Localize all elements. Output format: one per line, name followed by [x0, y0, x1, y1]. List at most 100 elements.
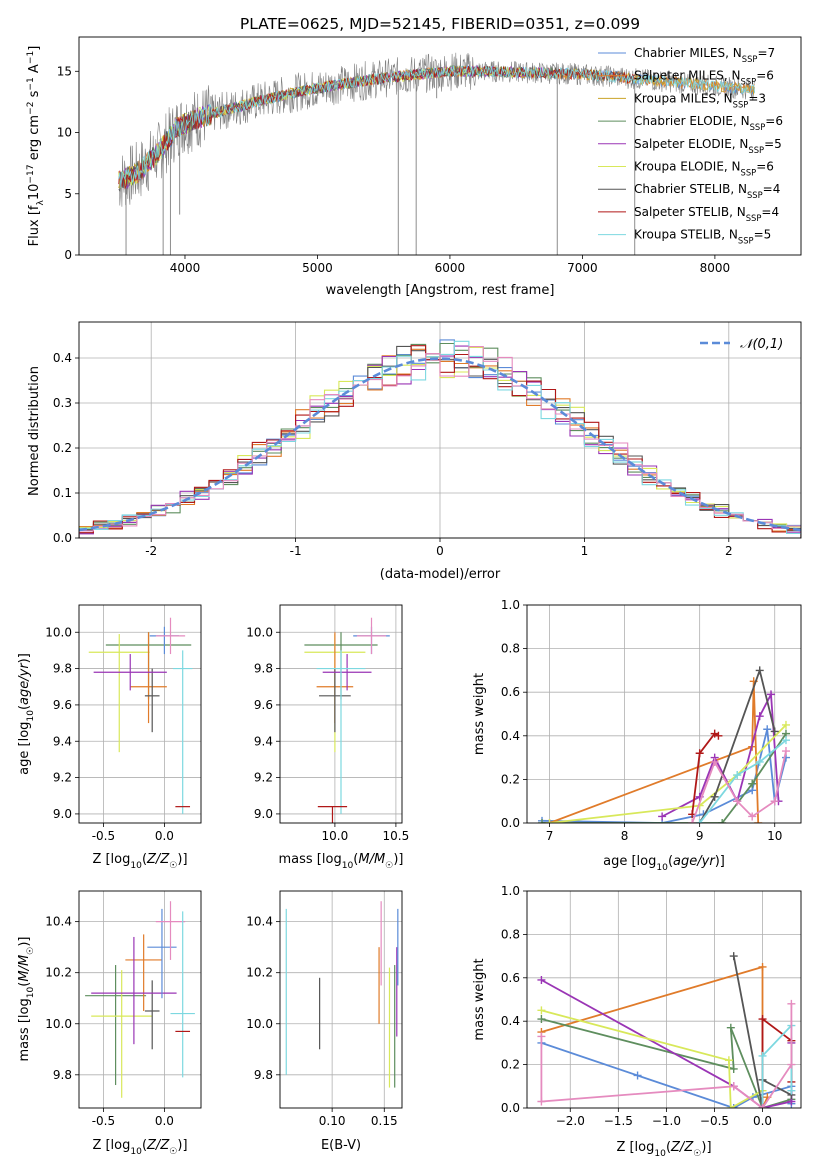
weight-marker	[658, 812, 667, 821]
plot-area	[304, 617, 390, 823]
x-tick-label: 0.0	[155, 1114, 174, 1128]
y-tick-label: 0	[64, 248, 72, 262]
weight-marker	[538, 819, 547, 823]
legend-label-normal: 𝒩(0,1)	[740, 337, 783, 352]
y-tick-label: 0.6	[501, 971, 520, 985]
weight-marker	[537, 1015, 546, 1024]
y-tick-label: 0.0	[501, 1101, 520, 1115]
axes-frame	[78, 890, 202, 1109]
x-tick-label: -2	[145, 544, 157, 558]
x-tick-label: 0.0	[753, 1114, 772, 1128]
weight-marker	[537, 1032, 546, 1041]
weight-marker	[537, 975, 546, 984]
x-tick-label: -0.5	[92, 1114, 115, 1128]
y-tick-label: 10.4	[45, 915, 72, 929]
x-axis-label: Z [log10(Z/Z☉)]	[616, 1140, 711, 1159]
weight-marker	[787, 1060, 796, 1069]
age-vs-metallicity-panel: -0.5 0.0 9.0 9.2 9.4 9.6 9.8 10.0 Z [log10(Z/Z☉)…	[17, 604, 202, 871]
x-tick-label: 4000	[170, 261, 201, 275]
axes-frame	[78, 604, 202, 824]
weight-line-7	[698, 739, 787, 823]
x-tick-label: 0.0	[155, 829, 174, 843]
y-tick-label: 15	[57, 64, 72, 78]
weight-marker	[714, 731, 723, 740]
plot-area	[118, 52, 755, 255]
weight-line-6	[691, 732, 719, 815]
figure-title: PLATE=0625, MJD=52145, FIBERID=0351, z=0…	[240, 15, 640, 33]
weight-marker	[729, 1082, 738, 1091]
residual-histogram-panel: -2 -1 0 1 2 0.0 0.1 0.2 0.3 0.4 (data-model)/error…	[27, 321, 802, 582]
x-tick-label: 0.15	[371, 1114, 398, 1128]
weight-marker	[781, 720, 790, 729]
x-tick-label: 1	[581, 544, 589, 558]
y-tick-label: 0.4	[501, 1014, 520, 1028]
weight-line-5	[698, 667, 776, 823]
y-tick-label: 9.4	[53, 734, 72, 748]
weight-marker	[537, 1097, 546, 1106]
y-axis-label: mass [log10(M/M☉)]	[17, 937, 36, 1062]
legend-label-0: Chabrier MILES, NSSP=7	[634, 46, 775, 64]
x-tick-label: 6000	[435, 261, 466, 275]
weight-marker	[754, 819, 763, 823]
y-tick-label: 9.0	[254, 807, 273, 821]
weight-marker	[695, 749, 704, 758]
weight-marker	[633, 1071, 642, 1080]
weight-marker	[787, 1086, 796, 1095]
weight-marker	[710, 792, 719, 801]
weight-marker	[726, 1023, 735, 1032]
y-tick-label: 9.2	[254, 771, 273, 785]
x-tick-label: 7000	[567, 261, 598, 275]
y-axis-label: Normed distribution	[27, 366, 42, 496]
axes-frame	[78, 36, 802, 256]
spectrum-panel: 4000 5000 6000 7000 8000 0 5 10 15 wavelength [An…	[26, 36, 802, 298]
y-tick-label: 0.1	[53, 486, 72, 500]
x-tick-label: 7	[546, 829, 554, 843]
x-tick-label: 0.10	[319, 1114, 346, 1128]
plot-area	[538, 666, 790, 823]
weight-marker	[729, 1104, 738, 1108]
y-tick-label: 0.2	[501, 772, 520, 786]
y-tick-label: 0.3	[53, 396, 72, 410]
weight-marker	[770, 727, 779, 736]
x-axis-label: (data-model)/error	[380, 567, 501, 582]
weight-marker	[688, 819, 697, 823]
x-tick-label: −2.0	[556, 1114, 585, 1128]
mass-weight-vs-age-panel: 7 8 9 10 0.0 0.2 0.4 0.6 0.8 1.0 mass weight age [l…	[472, 598, 802, 873]
y-tick-label: 9.8	[53, 1068, 72, 1082]
plot-area	[537, 952, 796, 1108]
model-line-2	[118, 64, 755, 189]
weight-marker	[770, 797, 779, 806]
y-tick-label: 0.0	[501, 816, 520, 830]
legend-label-6: Chabrier STELIB, NSSP=4	[634, 182, 780, 200]
axes-frame	[78, 321, 802, 539]
mass-vs-metallicity-panel: -0.5 0.0 9.8 10.0 10.2 10.4 Z [log10(Z/Z☉)] mas…	[17, 890, 202, 1157]
y-tick-label: 10	[57, 126, 72, 140]
weight-marker	[733, 771, 742, 780]
weight-marker	[755, 666, 764, 675]
y-axis-label: mass weight	[472, 673, 487, 755]
x-axis-label-tail: Z [log10(Z/Z☉)]	[92, 852, 187, 871]
x-tick-label: −1.0	[652, 1114, 681, 1128]
y-tick-label: 10.2	[45, 966, 72, 980]
weight-marker	[733, 797, 742, 806]
axes-frame	[526, 890, 802, 1109]
y-tick-label: 10.2	[246, 966, 273, 980]
weight-marker	[729, 1064, 738, 1073]
x-tick-label: −1.5	[604, 1114, 633, 1128]
y-tick-label: 1.0	[501, 884, 520, 898]
x-tick-label: 10.5	[383, 829, 410, 843]
x-tick-label: −0.5	[700, 1114, 729, 1128]
weight-marker	[748, 812, 757, 821]
y-tick-label: 9.8	[254, 1068, 273, 1082]
plot-area	[88, 617, 193, 814]
legend-label-5: Kroupa ELODIE, NSSP=6	[634, 160, 774, 178]
y-tick-label: 9.0	[53, 807, 72, 821]
x-tick-label: 10.0	[322, 829, 349, 843]
weight-marker	[781, 747, 790, 756]
weight-marker	[787, 999, 796, 1008]
y-tick-label: 10.0	[246, 1017, 273, 1031]
plot-area	[285, 901, 399, 1088]
weight-marker	[729, 952, 738, 961]
mass-vs-extinction-panel: 0.10 0.15 9.8 10.0 10.2 10.4 E(B-V)	[246, 890, 403, 1153]
